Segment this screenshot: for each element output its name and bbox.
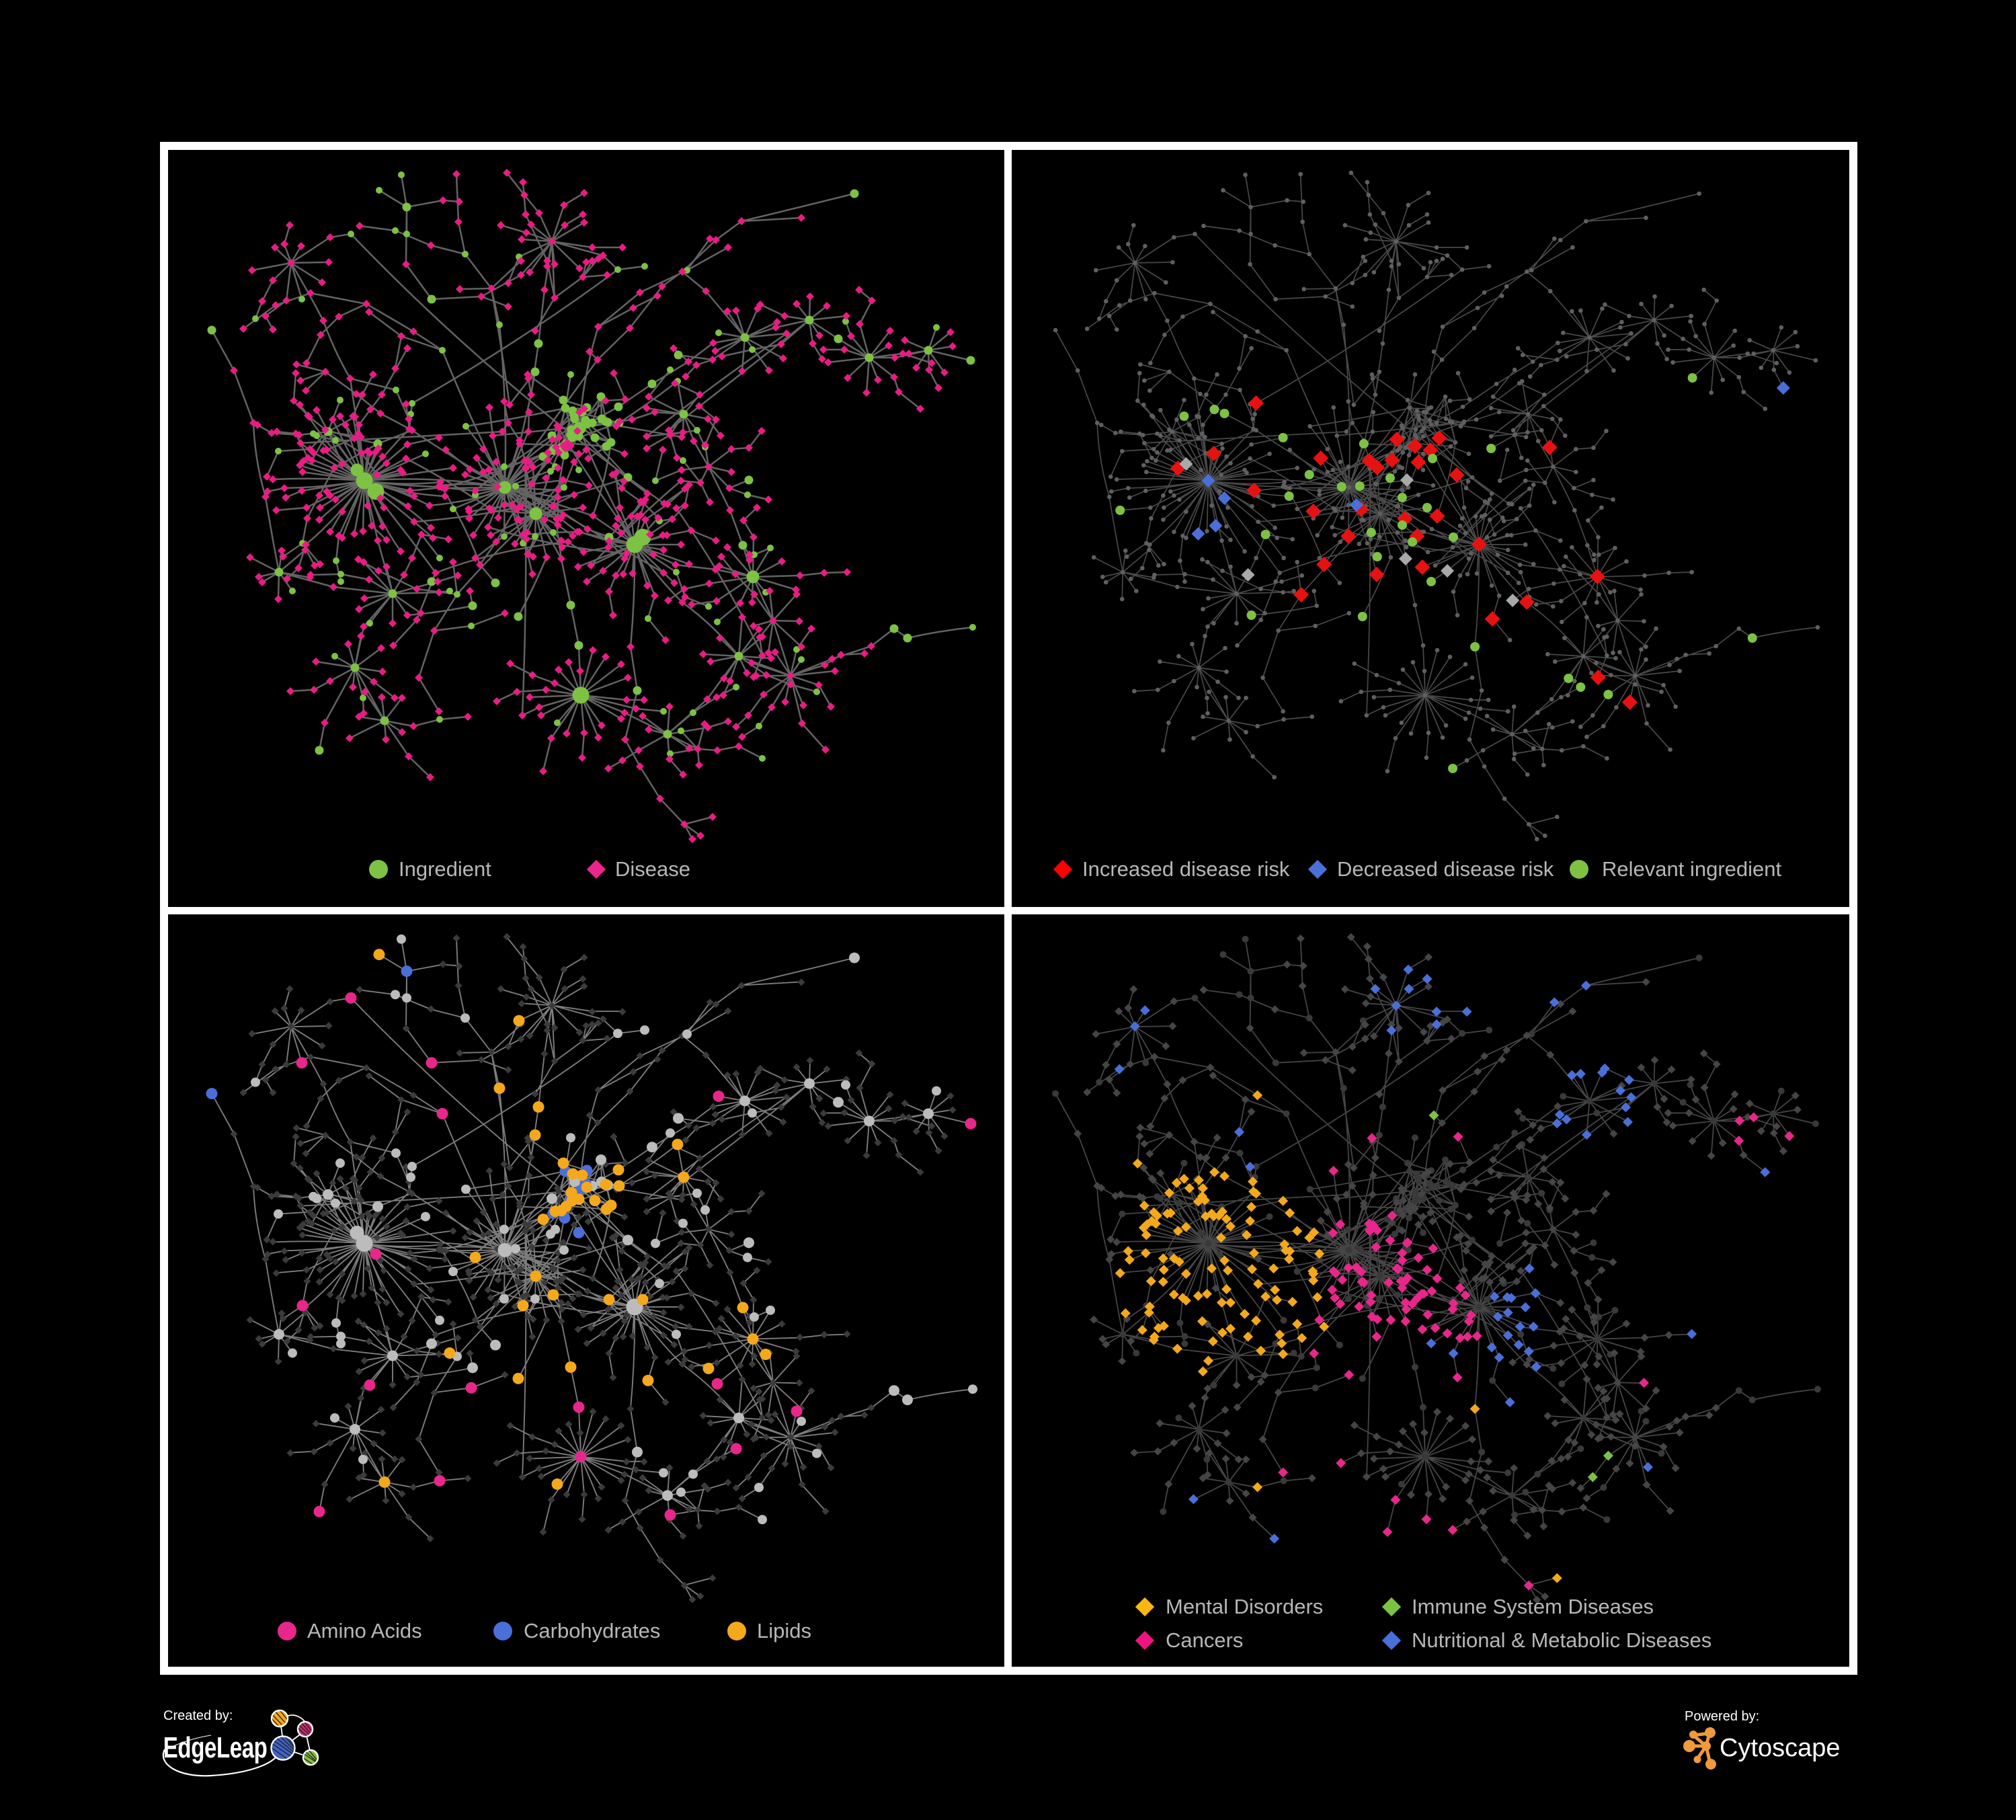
svg-text:EdgeLeap: EdgeLeap	[163, 1732, 268, 1765]
svg-text:Cytoscape: Cytoscape	[1720, 1734, 1841, 1762]
